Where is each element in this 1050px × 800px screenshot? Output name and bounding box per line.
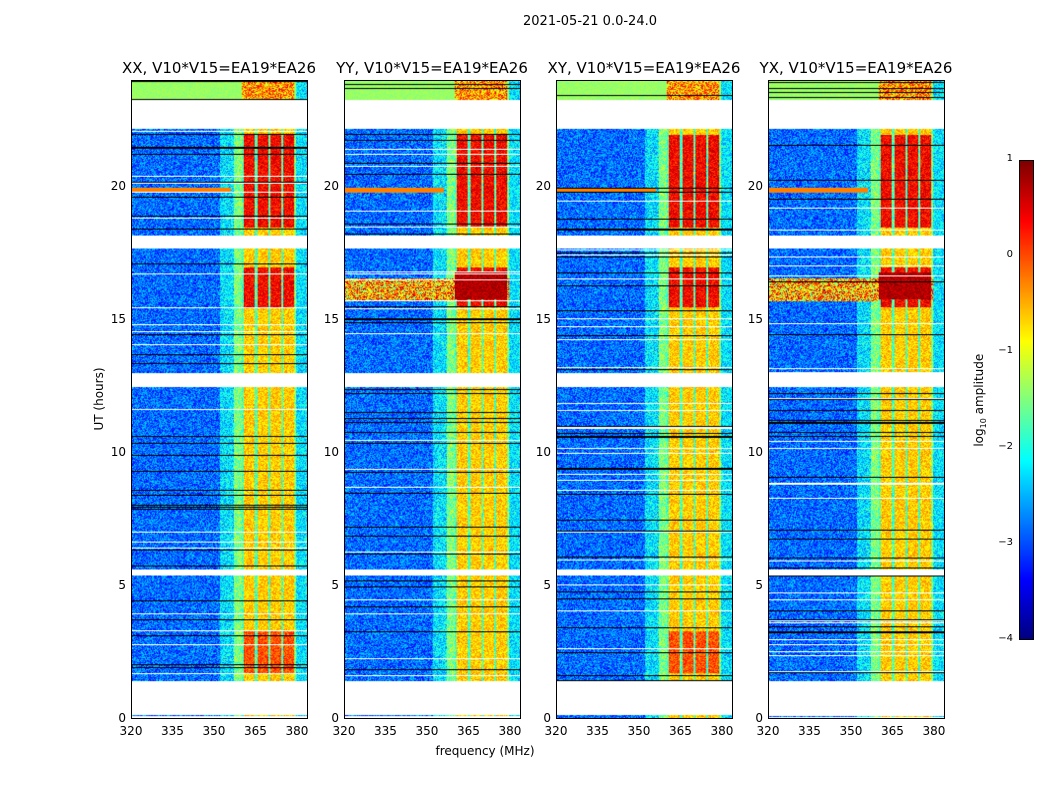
panel-title: XY, V10*V15=EA19*EA26 (547, 59, 741, 77)
x-tick-label: 350 (627, 724, 651, 738)
x-tick-label: 335 (586, 724, 609, 738)
x-tick-label: 380 (285, 724, 309, 738)
colorbar-tick-label: −2 (998, 441, 1013, 452)
panel-title: YX, V10*V15=EA19*EA26 (759, 59, 953, 77)
colorbar-tick-label: 0 (1006, 249, 1013, 260)
y-tick-label: 10 (110, 444, 126, 459)
y-tick-label: 15 (535, 311, 551, 326)
colorbar-tick-label: −4 (998, 633, 1013, 644)
spectrogram-image (769, 81, 944, 718)
x-tick-label: 335 (798, 724, 821, 738)
x-tick-label: 350 (415, 724, 439, 738)
colorbar-label-sub: 10 (979, 418, 989, 429)
y-tick-label: 15 (110, 311, 126, 326)
spectrogram-image (132, 81, 307, 718)
y-tick-label: 20 (747, 178, 763, 193)
y-tick-label: 10 (323, 444, 339, 459)
y-tick-label: 20 (323, 178, 339, 193)
x-tick-label: 365 (881, 724, 904, 738)
colorbar-label-rest: amplitude (971, 353, 986, 419)
spectrogram-image (557, 81, 732, 718)
x-tick-label: 380 (710, 724, 734, 738)
x-axis-label: frequency (MHz) (435, 744, 535, 758)
x-tick-label: 335 (374, 724, 397, 738)
x-tick-label: 365 (244, 724, 267, 738)
spectrogram-panel (768, 80, 945, 719)
x-tick-label: 320 (544, 724, 568, 738)
figure-title: 2021-05-21 0.0-24.0 (523, 14, 657, 29)
x-tick-label: 365 (457, 724, 480, 738)
colorbar-tick-label: −1 (998, 345, 1013, 356)
spectrogram-panel (131, 80, 308, 719)
y-tick-label: 0 (118, 711, 126, 725)
spectrogram-panel (556, 80, 733, 719)
y-tick-label: 5 (755, 577, 763, 592)
y-tick-label: 0 (755, 711, 763, 725)
x-tick-label: 380 (498, 724, 522, 738)
colorbar-tick-label: −3 (998, 537, 1013, 548)
y-tick-label: 5 (331, 577, 339, 592)
y-tick-label: 15 (747, 311, 763, 326)
panel-title: YY, V10*V15=EA19*EA26 (336, 59, 528, 77)
colorbar-tick-label: 1 (1006, 153, 1013, 164)
y-tick-label: 20 (110, 178, 126, 193)
y-tick-label: 10 (747, 444, 763, 459)
panel-title: XX, V10*V15=EA19*EA26 (121, 59, 316, 77)
x-tick-label: 335 (161, 724, 184, 738)
spectrogram-panel (344, 80, 521, 719)
x-tick-label: 320 (756, 724, 780, 738)
colorbar (1019, 160, 1034, 640)
x-tick-label: 320 (332, 724, 356, 738)
y-tick-label: 10 (535, 444, 551, 459)
y-tick-label: 5 (118, 577, 126, 592)
y-tick-label: 0 (543, 711, 551, 725)
y-tick-label: 5 (543, 577, 551, 592)
y-tick-label: 20 (535, 178, 551, 193)
x-tick-label: 380 (922, 724, 946, 738)
x-tick-label: 320 (119, 724, 143, 738)
y-axis-label: UT (hours) (92, 367, 106, 431)
x-tick-label: 350 (839, 724, 863, 738)
y-tick-label: 15 (323, 311, 339, 326)
y-tick-label: 0 (331, 711, 339, 725)
x-tick-label: 365 (669, 724, 692, 738)
x-tick-label: 350 (202, 724, 226, 738)
colorbar-label: log10 amplitude (972, 345, 988, 455)
spectrogram-image (345, 81, 520, 718)
